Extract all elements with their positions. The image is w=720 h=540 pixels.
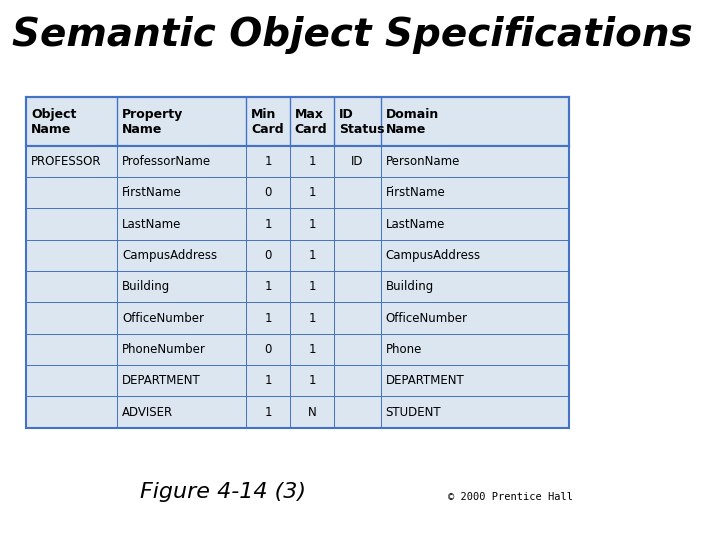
FancyBboxPatch shape xyxy=(27,97,569,146)
Text: 1: 1 xyxy=(308,155,316,168)
FancyBboxPatch shape xyxy=(27,146,569,177)
Text: 1: 1 xyxy=(264,218,272,231)
Text: 1: 1 xyxy=(308,218,316,231)
Text: ADVISER: ADVISER xyxy=(122,406,173,419)
Text: Building: Building xyxy=(122,280,170,293)
FancyBboxPatch shape xyxy=(27,177,569,208)
Text: ProfessorName: ProfessorName xyxy=(122,155,211,168)
Text: 1: 1 xyxy=(308,280,316,293)
Text: © 2000 Prentice Hall: © 2000 Prentice Hall xyxy=(448,492,572,502)
Text: Min
Card: Min Card xyxy=(251,107,284,136)
Text: PROFESSOR: PROFESSOR xyxy=(31,155,102,168)
Text: 1: 1 xyxy=(264,155,272,168)
FancyBboxPatch shape xyxy=(27,271,569,302)
Text: OfficeNumber: OfficeNumber xyxy=(386,312,468,325)
Text: Property
Name: Property Name xyxy=(122,107,183,136)
Text: 0: 0 xyxy=(264,343,272,356)
Text: LastName: LastName xyxy=(386,218,445,231)
Text: OfficeNumber: OfficeNumber xyxy=(122,312,204,325)
Text: N: N xyxy=(307,406,317,419)
Text: PhoneNumber: PhoneNumber xyxy=(122,343,206,356)
Text: 1: 1 xyxy=(308,312,316,325)
FancyBboxPatch shape xyxy=(27,240,569,271)
FancyBboxPatch shape xyxy=(27,208,569,240)
Text: CampusAddress: CampusAddress xyxy=(386,249,481,262)
Text: Phone: Phone xyxy=(386,343,422,356)
FancyBboxPatch shape xyxy=(27,334,569,365)
Text: STUDENT: STUDENT xyxy=(386,406,441,419)
FancyBboxPatch shape xyxy=(27,302,569,334)
FancyBboxPatch shape xyxy=(27,396,569,428)
Text: 0: 0 xyxy=(264,186,272,199)
Text: Max
Card: Max Card xyxy=(295,107,328,136)
Text: FirstName: FirstName xyxy=(122,186,181,199)
Text: ID: ID xyxy=(351,155,364,168)
Text: 1: 1 xyxy=(264,374,272,387)
Text: 1: 1 xyxy=(308,186,316,199)
Text: 1: 1 xyxy=(264,312,272,325)
FancyBboxPatch shape xyxy=(27,365,569,396)
Text: FirstName: FirstName xyxy=(386,186,446,199)
Text: DEPARTMENT: DEPARTMENT xyxy=(386,374,464,387)
Text: 1: 1 xyxy=(308,249,316,262)
Text: Semantic Object Specifications: Semantic Object Specifications xyxy=(12,16,693,54)
Text: 0: 0 xyxy=(264,249,272,262)
Text: LastName: LastName xyxy=(122,218,181,231)
Text: PersonName: PersonName xyxy=(386,155,460,168)
Text: ID
Status: ID Status xyxy=(339,107,384,136)
Text: CampusAddress: CampusAddress xyxy=(122,249,217,262)
Text: 1: 1 xyxy=(308,374,316,387)
Text: 1: 1 xyxy=(264,280,272,293)
Text: Building: Building xyxy=(386,280,434,293)
Text: Domain
Name: Domain Name xyxy=(386,107,439,136)
Text: 1: 1 xyxy=(264,406,272,419)
Text: DEPARTMENT: DEPARTMENT xyxy=(122,374,201,387)
Text: Object
Name: Object Name xyxy=(31,107,76,136)
Text: Figure 4-14 (3): Figure 4-14 (3) xyxy=(140,482,306,502)
Text: 1: 1 xyxy=(308,343,316,356)
